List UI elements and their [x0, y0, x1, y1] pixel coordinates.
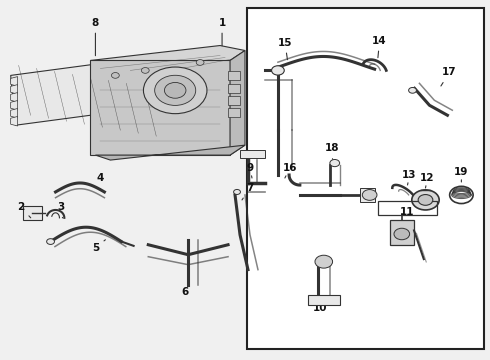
Text: 16: 16 [283, 163, 297, 178]
Circle shape [394, 228, 410, 240]
Circle shape [155, 75, 196, 105]
Circle shape [315, 255, 333, 268]
Polygon shape [11, 93, 18, 102]
Circle shape [412, 190, 439, 210]
Text: 14: 14 [372, 36, 387, 58]
Polygon shape [228, 84, 240, 93]
Polygon shape [11, 100, 18, 110]
Text: 19: 19 [454, 167, 468, 182]
Circle shape [142, 68, 149, 73]
Polygon shape [23, 206, 42, 220]
Circle shape [409, 87, 416, 93]
Bar [247, 8, 485, 348]
Text: 11: 11 [400, 207, 415, 217]
Polygon shape [228, 108, 240, 117]
Text: 3: 3 [57, 202, 64, 218]
Circle shape [196, 60, 204, 65]
Polygon shape [228, 71, 240, 80]
Circle shape [111, 72, 119, 78]
Circle shape [165, 82, 186, 98]
Text: 13: 13 [402, 170, 417, 185]
Polygon shape [240, 150, 265, 158]
Polygon shape [91, 60, 230, 155]
Circle shape [271, 66, 284, 75]
Circle shape [47, 239, 54, 244]
Polygon shape [360, 188, 375, 202]
Text: 7: 7 [242, 183, 254, 200]
Bar [378, 201, 438, 215]
Text: 1: 1 [219, 18, 226, 46]
Text: 2: 2 [17, 202, 31, 218]
Polygon shape [96, 145, 245, 160]
Circle shape [362, 190, 377, 200]
Circle shape [330, 159, 340, 167]
Polygon shape [228, 96, 240, 105]
Text: 4: 4 [97, 173, 104, 189]
Polygon shape [308, 294, 340, 305]
Polygon shape [91, 45, 245, 75]
Polygon shape [11, 116, 18, 126]
Polygon shape [390, 220, 414, 245]
Circle shape [234, 189, 241, 194]
Text: 6: 6 [182, 280, 189, 297]
Text: 12: 12 [420, 173, 435, 188]
Text: 18: 18 [324, 143, 339, 159]
Text: 15: 15 [278, 37, 292, 60]
Polygon shape [230, 50, 245, 155]
Text: 9: 9 [246, 163, 253, 178]
Polygon shape [11, 55, 165, 125]
Polygon shape [11, 77, 18, 86]
Text: 5: 5 [92, 240, 105, 253]
Circle shape [418, 194, 433, 205]
Text: 17: 17 [441, 67, 457, 86]
Text: 8: 8 [92, 18, 99, 56]
Polygon shape [11, 108, 18, 118]
Polygon shape [11, 85, 18, 94]
Circle shape [144, 67, 207, 114]
Text: 10: 10 [313, 296, 327, 312]
